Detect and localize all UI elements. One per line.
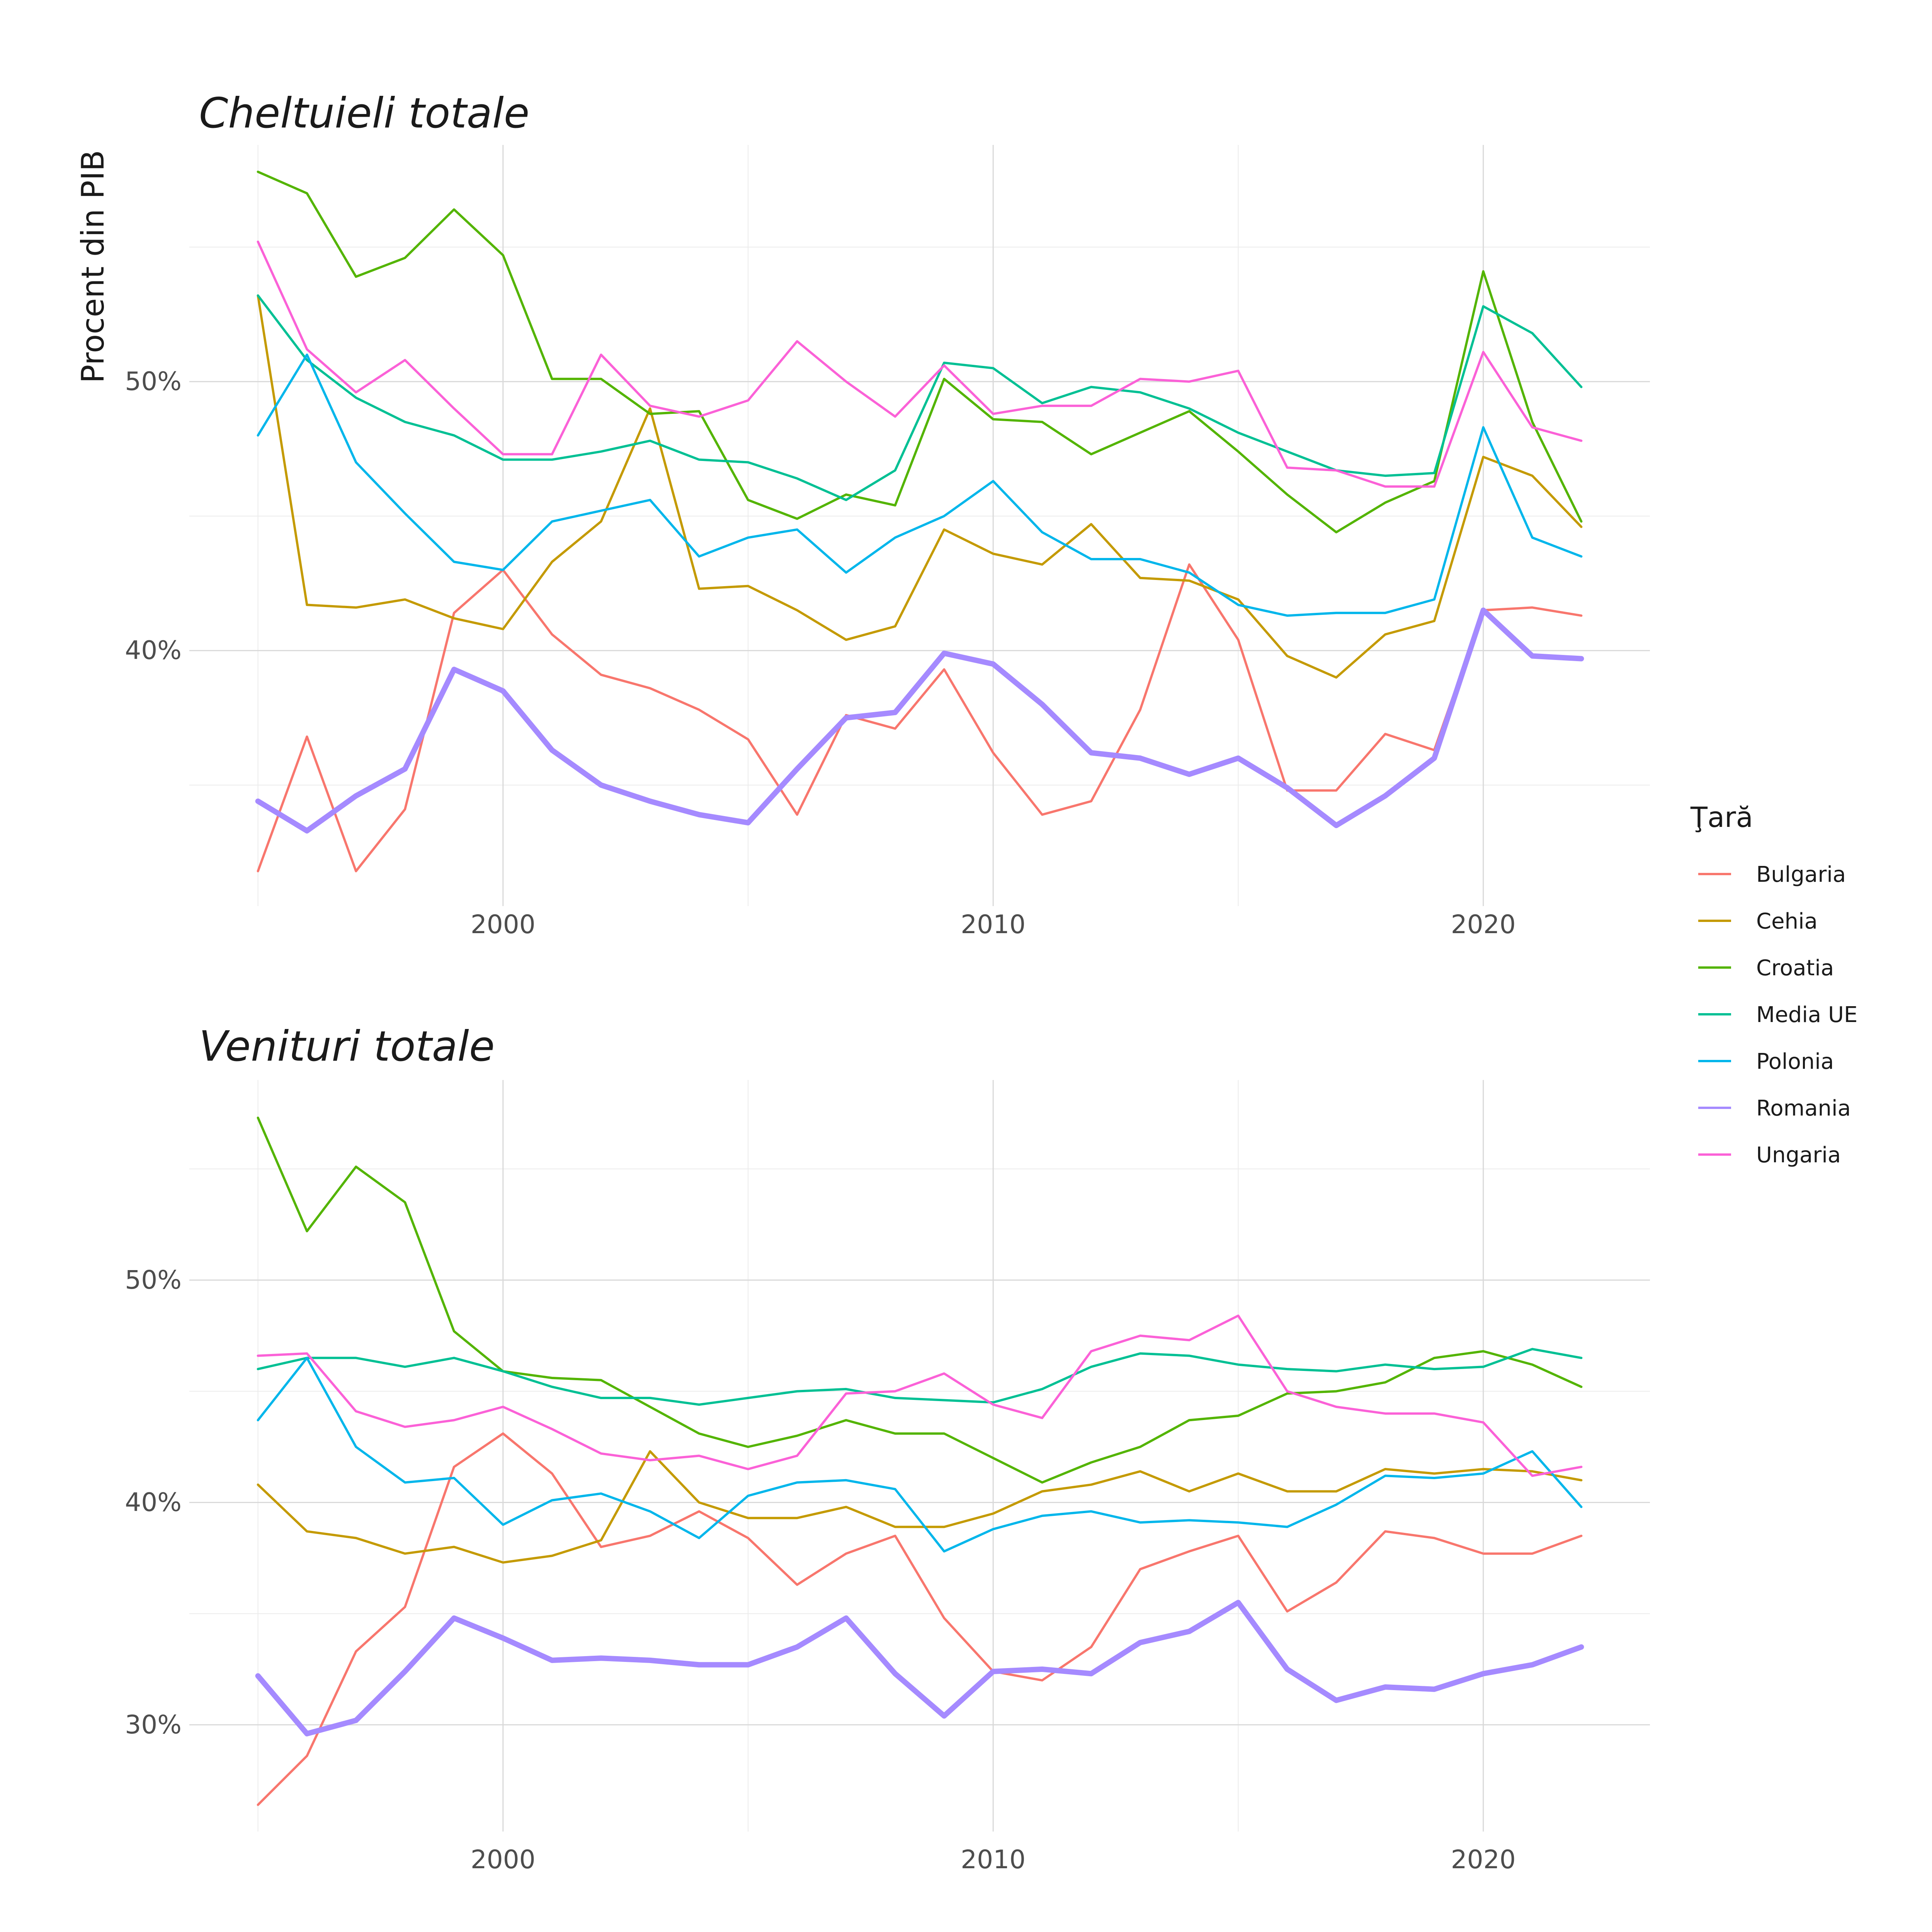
x-ticks-cheltuieli: 2000 2010 2020 [471, 910, 1516, 939]
y-tick-label: 40% [125, 1487, 182, 1517]
series-line-media-ue [257, 294, 1583, 501]
x-ticks-venituri: 2000 2010 2020 [471, 1845, 1516, 1874]
panel-venituri: Venituri totale 30% 40% 50% 2000 2010 2020 [125, 1022, 1650, 1874]
y-tick-label: 40% [125, 636, 182, 665]
series-line-croatia [257, 170, 1583, 534]
x-tick-label: 2020 [1451, 1845, 1516, 1874]
panel-title-cheltuieli: Cheltuieli totale [199, 89, 529, 138]
legend-label-bulgaria: Bulgaria [1756, 862, 1846, 887]
series-line-ungaria [257, 1315, 1583, 1477]
series-lines-cheltuieli [255, 170, 1584, 872]
x-tick-label: 2010 [961, 1845, 1026, 1874]
legend-label-polonia: Polonia [1756, 1049, 1834, 1074]
series-line-media-ue [257, 1348, 1583, 1406]
panel-cheltuieli: Cheltuieli totale Procent din PIB 40% 50%… [75, 89, 1650, 939]
series-line-polonia [257, 1357, 1583, 1553]
y-tick-label: 50% [125, 1265, 182, 1295]
series-line-cehia [257, 294, 1583, 679]
y-ticks-cheltuieli: 40% 50% [125, 367, 182, 665]
x-tick-label: 2020 [1451, 910, 1516, 939]
x-tick-label: 2000 [471, 1845, 536, 1874]
series-line-romania [255, 607, 1584, 834]
legend-label-ungaria: Ungaria [1756, 1143, 1841, 1168]
legend-title: Ţară [1690, 801, 1753, 833]
panel-title-venituri: Venituri totale [199, 1022, 495, 1071]
x-tick-label: 2010 [961, 910, 1026, 939]
legend-label-romania: Romania [1756, 1096, 1851, 1121]
legend-items: Bulgaria Cehia Croatia Media UE Polonia Roman… [1698, 862, 1857, 1168]
legend-label-cehia: Cehia [1756, 909, 1818, 934]
series-line-polonia [257, 354, 1583, 617]
legend-label-croatia: Croatia [1756, 956, 1834, 981]
series-line-cehia [257, 1450, 1583, 1564]
series-line-croatia [257, 1116, 1583, 1484]
series-lines-venituri [255, 1116, 1584, 1806]
y-tick-label: 50% [125, 367, 182, 396]
series-line-romania [255, 1600, 1584, 1736]
legend: Ţară Bulgaria Cehia Croatia Media UE Polonia… [1690, 801, 1857, 1168]
legend-label-media-ue: Media UE [1756, 1002, 1857, 1027]
x-tick-label: 2000 [471, 910, 536, 939]
series-line-ungaria [257, 240, 1583, 488]
y-tick-label: 30% [125, 1710, 182, 1740]
grid-venituri [189, 1080, 1650, 1832]
series-line-bulgaria [257, 563, 1583, 872]
y-axis-label: Procent din PIB [75, 150, 111, 383]
y-ticks-venituri: 30% 40% 50% [125, 1265, 182, 1740]
series-line-bulgaria [257, 1432, 1583, 1806]
